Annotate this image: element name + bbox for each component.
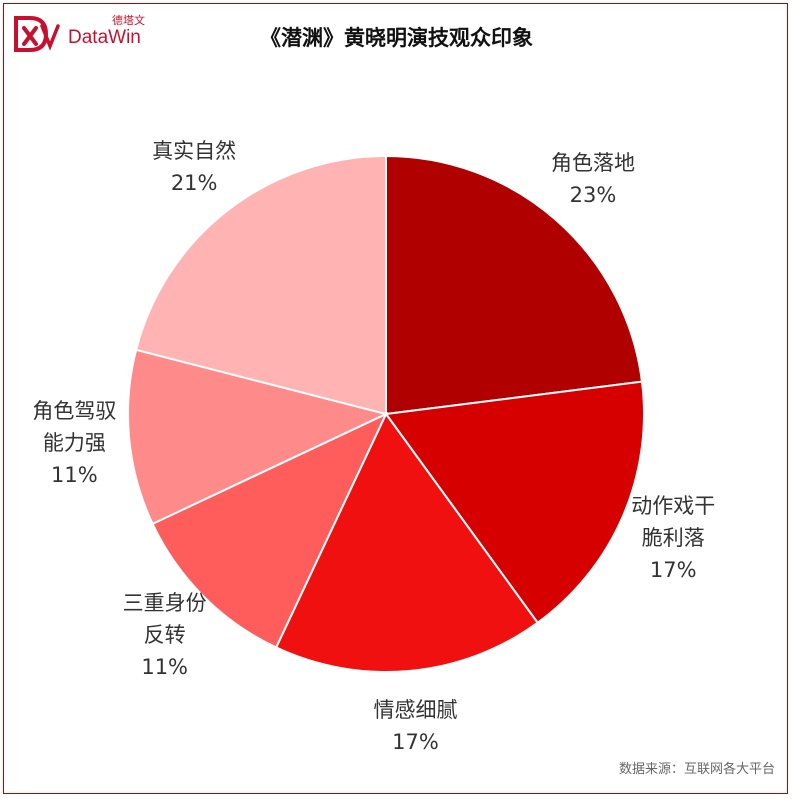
- pie-slice-1: [384, 380, 645, 625]
- pie-label-0: 角色落地 23%: [551, 147, 635, 211]
- pie-label-percent: 17%: [392, 729, 439, 754]
- pie-label-1: 动作戏干脆利落 17%: [631, 490, 715, 586]
- logo-cn-text: 德塔文: [112, 14, 145, 27]
- pie-label-2: 情感细腻 17%: [373, 694, 457, 758]
- pie-slice-0: [385, 154, 644, 416]
- pie-label-percent: 21%: [170, 170, 218, 195]
- pie-label-5: 真实自然 21%: [152, 135, 236, 199]
- chart-title: 《潜渊》黄晓明演技观众印象: [260, 26, 533, 50]
- pie-label-percent: 11%: [51, 463, 98, 488]
- datawin-logo: 德塔文 DataWin: [12, 10, 152, 60]
- logo-en-text: DataWin: [68, 27, 141, 48]
- pie-label-line: 反转: [143, 623, 186, 648]
- chart-frame: [3, 3, 788, 794]
- pie-slice-2: [274, 412, 540, 673]
- pie-slice-5: [134, 154, 387, 416]
- pie-label-line: 能力强: [42, 431, 106, 456]
- pie-slice-4: [127, 348, 389, 526]
- pie-label-line: 角色落地: [550, 151, 635, 176]
- pie-slice-3: [151, 411, 389, 649]
- pie-label-percent: 11%: [141, 655, 189, 680]
- pie-label-3: 三重身份反转 11%: [123, 587, 207, 683]
- pie-label-line: 动作戏干: [631, 494, 716, 519]
- datawin-logo-icon: [14, 16, 60, 52]
- pie-label-4: 角色驾驭能力强 11%: [32, 395, 116, 491]
- pie-label-line: 情感细腻: [373, 697, 458, 722]
- pie-label-line: 三重身份: [122, 591, 207, 616]
- pie-label-line: 脆利落: [641, 526, 705, 551]
- pie-label-line: 真实自然: [152, 138, 237, 163]
- pie-label-line: 角色驾驭: [32, 399, 117, 424]
- pie-label-percent: 17%: [649, 558, 697, 583]
- pie-label-percent: 23%: [569, 183, 617, 208]
- data-source: 数据来源：互联网各大平台: [618, 762, 775, 777]
